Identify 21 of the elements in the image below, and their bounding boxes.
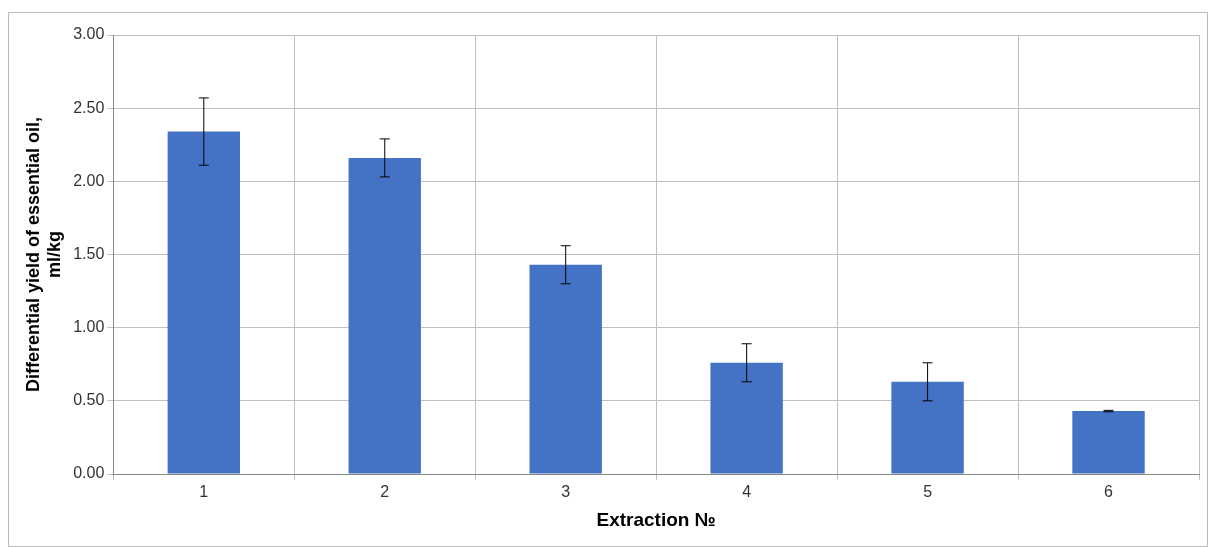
x-tick-label: 2 (380, 483, 390, 501)
bar (891, 381, 964, 474)
x-tick-label: 5 (923, 483, 933, 501)
bar (348, 157, 421, 474)
y-tick-label: 0.50 (73, 391, 105, 409)
x-tick-label: 4 (742, 483, 752, 501)
y-tick-label: 2.50 (73, 98, 105, 116)
bar (167, 131, 240, 474)
y-tick-label: 3.00 (73, 25, 105, 43)
x-tick-label: 3 (561, 483, 571, 501)
y-tick-label: 1.50 (73, 244, 105, 262)
y-tick-label: 0.00 (73, 464, 105, 482)
y-tick-label: 2.00 (73, 171, 105, 189)
y-axis-title: Differential yield of essential oil, ml/kg (22, 116, 65, 393)
y-tick-label: 1.00 (73, 318, 105, 336)
bar (529, 264, 602, 474)
x-tick-label: 6 (1104, 483, 1114, 501)
bar (1072, 411, 1145, 474)
x-tick-label: 1 (199, 483, 209, 501)
x-axis-title: Extraction № (596, 508, 716, 530)
bar (710, 362, 783, 474)
